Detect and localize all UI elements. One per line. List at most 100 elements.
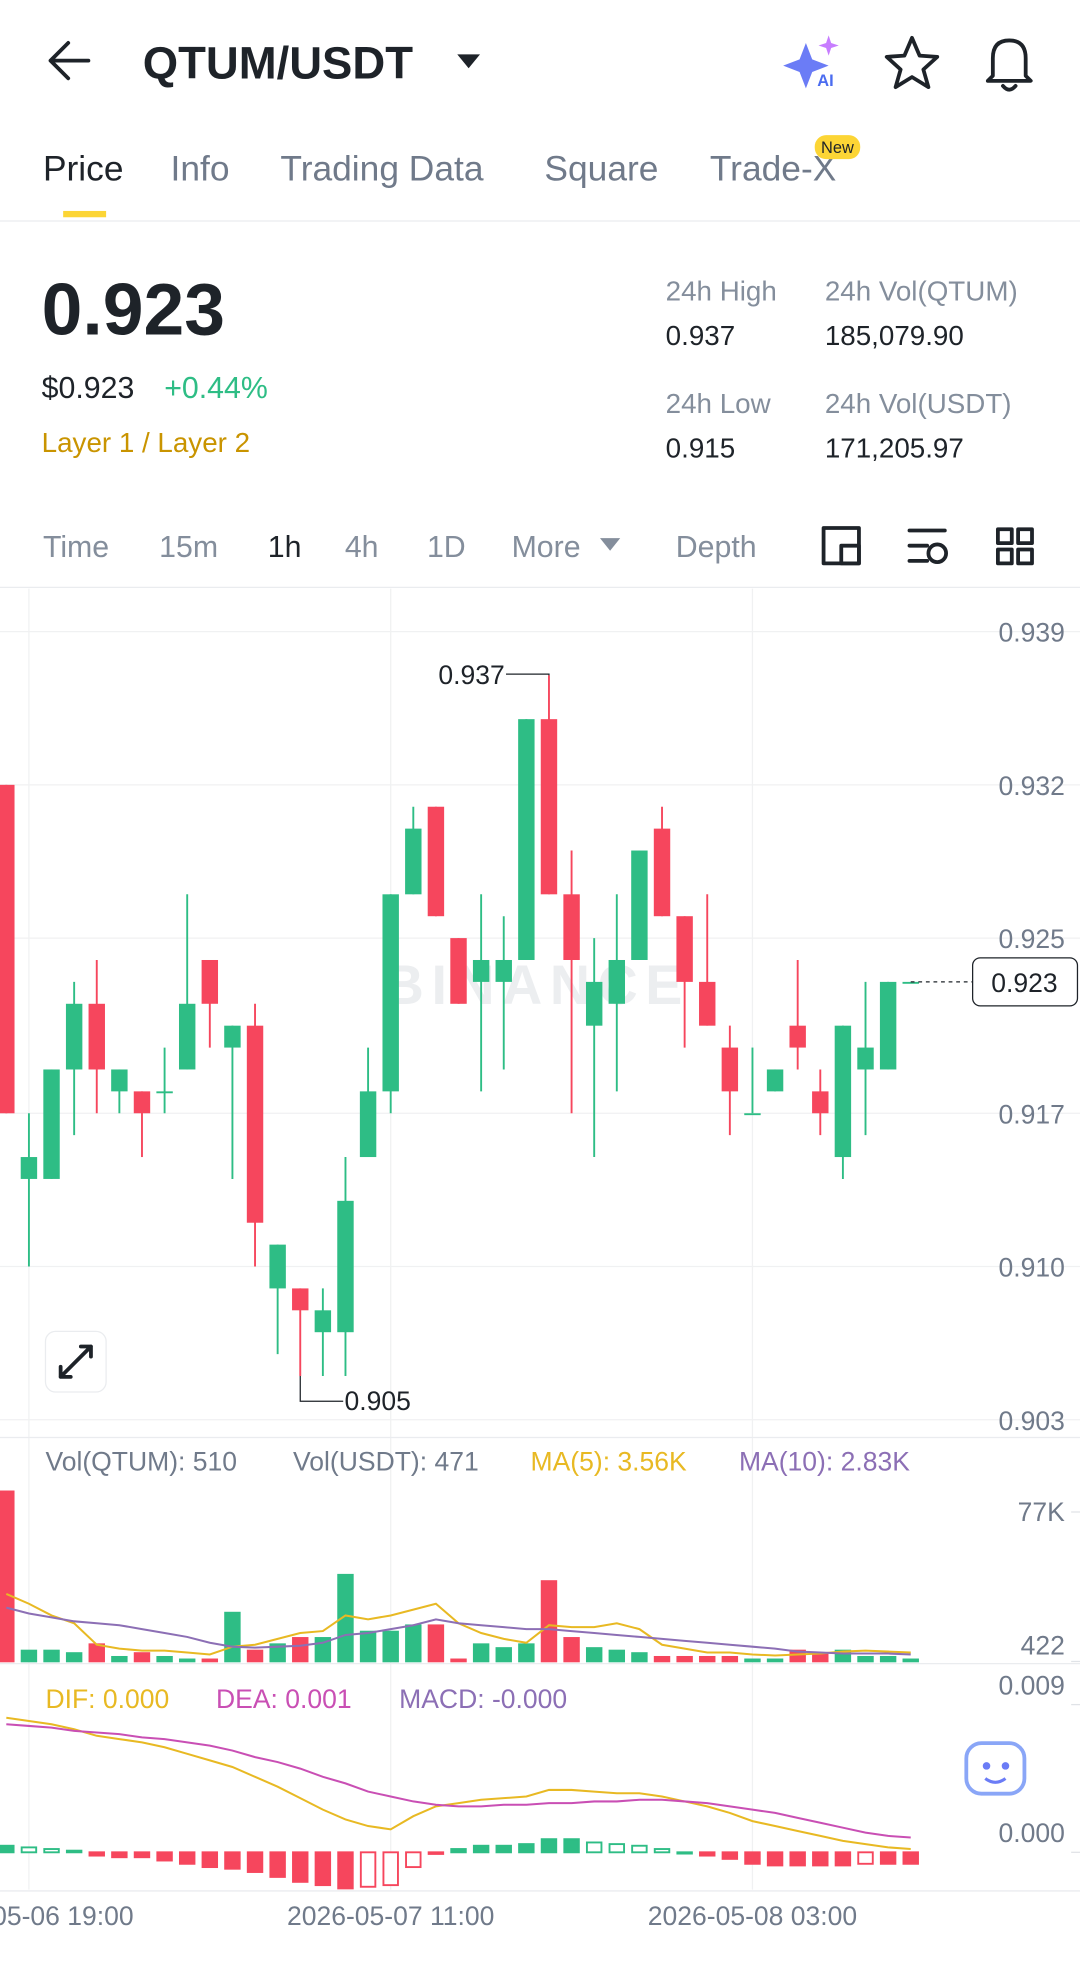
volume-legend: Vol(USDT): 471 bbox=[293, 1446, 479, 1476]
volume-bar bbox=[156, 1655, 173, 1663]
volume-bar bbox=[495, 1647, 512, 1663]
candle-body bbox=[789, 1025, 806, 1048]
candle-body bbox=[201, 959, 219, 1004]
volume-bar bbox=[65, 1652, 83, 1663]
candle-body bbox=[585, 981, 603, 1026]
chart-settings-icon[interactable] bbox=[821, 526, 861, 566]
last-price: 0.923 bbox=[42, 269, 225, 351]
volume-bar bbox=[292, 1637, 309, 1663]
candle-body bbox=[540, 719, 558, 895]
usd-price: $0.923 bbox=[42, 372, 135, 405]
macd-legend: DIF: 0.000 bbox=[45, 1684, 169, 1714]
tab[interactable]: Price bbox=[43, 150, 124, 189]
candle-body bbox=[653, 828, 671, 917]
interval[interactable]: Depth bbox=[676, 531, 757, 564]
candle-body bbox=[450, 938, 467, 1004]
back-button[interactable] bbox=[48, 41, 91, 81]
volume-bar bbox=[20, 1649, 38, 1663]
candle-body bbox=[382, 894, 399, 1092]
tab[interactable]: Square bbox=[544, 150, 658, 189]
indicator-icon[interactable] bbox=[907, 528, 948, 564]
volume-legend: MA(10): 2.83K bbox=[739, 1446, 910, 1476]
volume-bar bbox=[88, 1643, 105, 1663]
assistant-button[interactable] bbox=[964, 1741, 1027, 1796]
volume-bar bbox=[653, 1655, 671, 1663]
x-tick-label: 2026-05-08 03:00 bbox=[648, 1901, 857, 1931]
candle-body bbox=[65, 1003, 83, 1070]
volume-bar bbox=[246, 1649, 264, 1663]
candle-body bbox=[766, 1069, 784, 1092]
y-tick-label: 0.009 bbox=[998, 1671, 1064, 1701]
ai-button[interactable]: AI bbox=[783, 35, 839, 90]
macd-bar bbox=[879, 1851, 897, 1865]
macd-bar bbox=[111, 1851, 128, 1859]
macd-legend: MACD: -0.000 bbox=[399, 1684, 567, 1714]
y-tick-label: 0.925 bbox=[998, 924, 1064, 954]
candle-body bbox=[292, 1288, 309, 1311]
candle-body bbox=[879, 981, 897, 1070]
interval[interactable]: 1h bbox=[268, 531, 302, 564]
tab[interactable]: Info bbox=[171, 150, 230, 189]
macd-bar bbox=[699, 1851, 716, 1857]
assistant-eye bbox=[1001, 1762, 1010, 1770]
candle-body bbox=[359, 1091, 377, 1158]
interval[interactable]: More bbox=[512, 531, 581, 564]
candle-body bbox=[133, 1091, 151, 1114]
volume-bar bbox=[902, 1658, 919, 1663]
macd-bar bbox=[178, 1851, 196, 1865]
fullscreen-button[interactable] bbox=[44, 1330, 107, 1393]
interval[interactable]: 15m bbox=[159, 531, 218, 564]
volume-bar bbox=[133, 1652, 151, 1663]
macd-bar bbox=[337, 1851, 354, 1890]
volume-bar bbox=[879, 1655, 897, 1663]
macd-bar bbox=[224, 1851, 241, 1870]
volume-bar bbox=[427, 1624, 445, 1663]
y-tick-label: 0.000 bbox=[998, 1818, 1064, 1848]
pair-dropdown[interactable] bbox=[457, 54, 481, 69]
interval[interactable]: 1D bbox=[427, 531, 466, 564]
candle-body bbox=[405, 828, 422, 895]
icon-part bbox=[839, 543, 861, 566]
category-tag[interactable]: Layer 1 / Layer 2 bbox=[42, 427, 250, 458]
macd-bar bbox=[608, 1843, 626, 1854]
volume-bar bbox=[359, 1630, 377, 1663]
stat-label: 24h High bbox=[666, 276, 777, 307]
macd-bar bbox=[495, 1844, 512, 1854]
candle-body bbox=[178, 1003, 196, 1070]
price-change: +0.44% bbox=[164, 372, 268, 405]
ma10-line bbox=[6, 1606, 911, 1656]
macd-bar bbox=[201, 1851, 219, 1869]
favorite-star[interactable] bbox=[884, 35, 940, 90]
tab[interactable]: Trade-X bbox=[710, 150, 836, 189]
pair-title[interactable]: QTUM/USDT bbox=[143, 37, 413, 88]
interval[interactable]: 4h bbox=[345, 531, 379, 564]
alert-bell[interactable] bbox=[985, 38, 1033, 92]
back-arrow bbox=[48, 41, 91, 81]
more-dropdown[interactable] bbox=[599, 538, 621, 551]
last-price-box bbox=[971, 957, 1079, 1007]
ai-label: AI bbox=[817, 72, 833, 90]
macd-bar bbox=[427, 1851, 445, 1855]
y-tick-label: 0.903 bbox=[998, 1406, 1064, 1436]
min-pointer bbox=[299, 1375, 344, 1402]
layout-icon[interactable] bbox=[995, 527, 1034, 566]
macd-bar bbox=[43, 1848, 60, 1854]
new-badge-text: New bbox=[821, 139, 854, 157]
icon-part bbox=[907, 528, 947, 563]
candle-body bbox=[676, 916, 693, 982]
volume-bar bbox=[585, 1647, 603, 1663]
volume-legend: Vol(QTUM): 510 bbox=[45, 1446, 237, 1476]
stat-value: 171,205.97 bbox=[825, 432, 964, 463]
min-label: 0.905 bbox=[344, 1386, 410, 1416]
macd-bar bbox=[20, 1846, 38, 1854]
macd-bar bbox=[269, 1851, 286, 1878]
candle-body bbox=[834, 1025, 852, 1158]
interval[interactable]: Time bbox=[43, 531, 109, 564]
icon-part bbox=[1016, 527, 1034, 546]
stat-label: 24h Vol(USDT) bbox=[825, 388, 1012, 419]
macd-bar bbox=[65, 1849, 83, 1854]
max-label: 0.937 bbox=[438, 660, 504, 690]
tab[interactable]: Trading Data bbox=[280, 150, 483, 189]
macd-bar bbox=[382, 1851, 399, 1887]
